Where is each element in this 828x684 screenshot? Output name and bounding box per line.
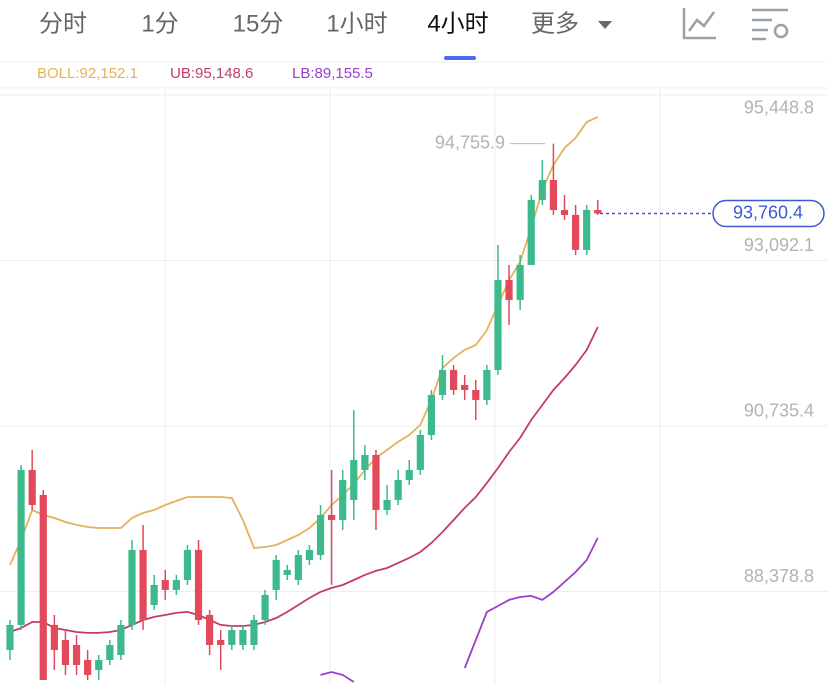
candle-body — [194, 549, 203, 620]
current-price-label: 93,760.4 — [733, 202, 803, 222]
tab[interactable]: 15分 — [233, 10, 284, 37]
candle-body — [61, 639, 70, 665]
candle-body — [206, 614, 214, 645]
candle-body — [316, 514, 325, 555]
candle-body — [583, 209, 591, 250]
candle-body — [283, 569, 291, 575]
candle-body — [339, 479, 347, 520]
tab-bar: 分时 1分 15分 1小时 4小时 更多 — [39, 10, 579, 37]
candle-body — [50, 624, 58, 650]
candle-body — [84, 659, 92, 675]
current-price-box — [712, 199, 825, 228]
y-tick-label: 90,735.4 — [744, 401, 814, 421]
candle-body — [505, 279, 513, 300]
candle-body — [228, 629, 236, 645]
candle-body — [106, 644, 114, 660]
boll-line — [9, 116, 599, 566]
candle-body — [394, 479, 402, 500]
candle-body — [372, 454, 380, 510]
candle-body — [161, 579, 169, 590]
candle-body — [28, 469, 36, 505]
legend-entry: BOLL:92,152.1 — [37, 65, 138, 82]
tab[interactable]: 1分 — [141, 10, 178, 37]
tab[interactable]: 4小时 — [427, 10, 488, 37]
candle-body — [461, 384, 469, 390]
legend-entry: LB:89,155.5 — [292, 65, 373, 82]
candle-body — [128, 549, 136, 625]
candle-body — [450, 369, 458, 390]
candle-body — [17, 469, 25, 625]
candle-body — [6, 624, 14, 650]
tab[interactable]: 1小时 — [326, 10, 387, 37]
tab[interactable]: 更多 — [531, 10, 579, 37]
candle-body — [383, 499, 391, 510]
candle-body — [294, 554, 302, 580]
y-tick-label: 95,448.8 — [744, 98, 814, 118]
dropdown-arrow[interactable] — [598, 21, 612, 29]
candle-body — [261, 594, 269, 620]
candle-body — [560, 209, 569, 215]
candle-body — [239, 629, 247, 645]
candle-body — [549, 179, 558, 210]
candle-body — [405, 469, 413, 480]
plot-area — [6, 116, 602, 683]
candle-body — [305, 549, 314, 560]
candle-body — [427, 394, 436, 435]
candle-body — [516, 264, 524, 300]
candle-body — [250, 619, 258, 645]
horizontal-grid — [0, 94, 828, 592]
candle-body — [483, 369, 491, 400]
candle-body — [39, 494, 47, 680]
y-tick-label: 93,092.1 — [744, 235, 814, 255]
candle-body — [438, 369, 447, 395]
candle-body — [416, 434, 424, 470]
candle-body — [95, 659, 103, 670]
candle-body — [328, 514, 336, 520]
candle-body — [172, 579, 180, 590]
candle-body — [117, 624, 125, 655]
candle-body — [350, 459, 358, 500]
boll-line — [9, 326, 599, 634]
indicator-icon[interactable] — [682, 8, 716, 40]
y-tick-label: 88,378.8 — [744, 566, 814, 586]
boll-line — [320, 537, 599, 683]
candle-body — [594, 209, 602, 214]
candle-body — [538, 179, 546, 200]
candle-body — [72, 644, 81, 665]
candle-body — [527, 199, 535, 265]
active-tab-indicator — [444, 56, 476, 60]
high-label: 94,755.9 — [435, 132, 505, 152]
candle-body — [150, 584, 158, 605]
candle-body — [183, 549, 192, 580]
candle-body — [361, 454, 369, 470]
candle-body — [571, 214, 580, 250]
candle-body — [217, 639, 225, 645]
vertical-grid — [164, 88, 661, 684]
tab[interactable]: 分时 — [39, 10, 87, 37]
legend-entry: UB:95,148.6 — [170, 65, 253, 82]
settings-icon[interactable] — [752, 8, 789, 41]
candle-body — [272, 559, 280, 590]
candle-body — [472, 389, 480, 400]
candle-body — [139, 549, 147, 620]
candle-body — [494, 279, 502, 370]
overlay: BOLL:92,152.1 UB:95,148.6 LB:89,155.5 95,44… — [0, 65, 828, 586]
